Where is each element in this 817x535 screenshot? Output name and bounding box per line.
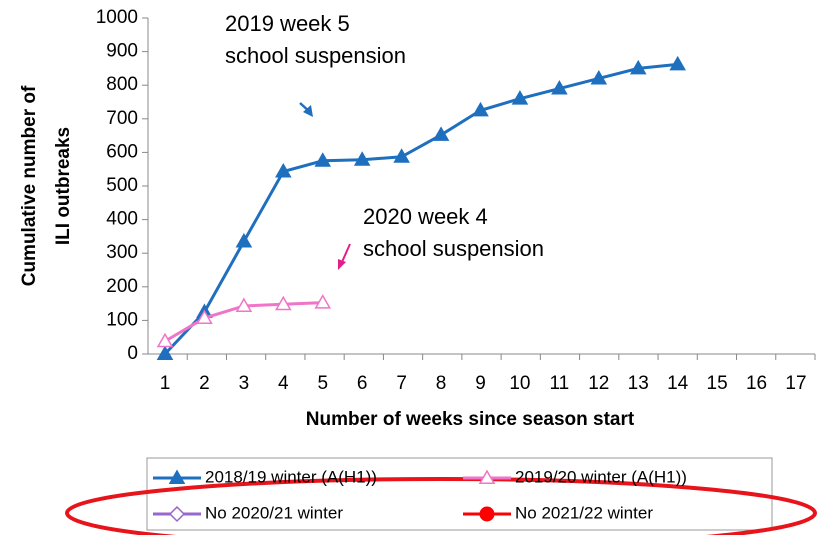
- legend-box: [146, 457, 773, 531]
- x-tick-label: 3: [239, 373, 250, 394]
- x-tick-label: 8: [436, 373, 447, 394]
- data-point: [511, 90, 529, 105]
- data-point: [551, 80, 568, 95]
- data-point: [275, 163, 292, 178]
- x-tick-label: 2: [199, 373, 210, 394]
- data-point: [393, 148, 410, 163]
- data-point: [629, 59, 647, 75]
- data-point: [314, 294, 332, 309]
- data-point: [235, 297, 253, 312]
- data-point: [235, 232, 253, 248]
- x-tick-label: 16: [746, 373, 767, 394]
- data-point: [472, 101, 489, 117]
- legend-label: No 2021/22 winter: [515, 503, 653, 522]
- x-tick-label: 7: [396, 373, 407, 394]
- annotation: 2019 week 5: [225, 11, 350, 36]
- legend-marker: [479, 506, 495, 522]
- y-tick-label: 400: [106, 209, 138, 230]
- annotation-arrow-head: [338, 259, 346, 270]
- y-tick-label: 1000: [96, 7, 138, 28]
- y-tick-label: 600: [106, 141, 138, 162]
- annotation: 2020 week 4: [363, 204, 488, 229]
- x-tick-label: 15: [707, 373, 728, 394]
- y-axis-title: ILI outbreaks: [53, 127, 74, 245]
- x-axis-title: Number of weeks since season start: [306, 409, 635, 430]
- x-tick-label: 17: [785, 373, 806, 394]
- highlight-ellipse: [65, 477, 817, 535]
- x-tick-label: 5: [317, 373, 328, 394]
- y-axis-title: Cumulative number of: [19, 85, 40, 286]
- y-tick-label: 300: [106, 242, 138, 263]
- data-point: [590, 69, 608, 85]
- y-tick-label: 100: [106, 309, 138, 330]
- x-tick-label: 13: [628, 373, 649, 394]
- x-tick-label: 6: [357, 373, 368, 394]
- x-tick-label: 11: [550, 373, 570, 394]
- x-tick-label: 10: [509, 373, 530, 394]
- legend-marker: [478, 469, 496, 484]
- data-point: [156, 332, 174, 348]
- x-tick-label: 4: [278, 373, 289, 394]
- annotation: school suspension: [225, 43, 406, 68]
- legend-marker: [168, 469, 186, 484]
- y-tick-label: 900: [106, 41, 138, 62]
- y-tick-label: 200: [106, 276, 138, 297]
- legend-label: No 2020/21 winter: [205, 503, 343, 522]
- annotation-arrow: [341, 243, 351, 263]
- data-point: [353, 151, 371, 166]
- annotation: school suspension: [363, 236, 544, 261]
- y-tick-label: 0: [127, 343, 138, 364]
- legend-marker: [168, 505, 186, 523]
- data-point: [196, 309, 213, 325]
- legend-label: 2018/19 winter (A(H1)): [205, 467, 377, 486]
- legend: 2018/19 winter (A(H1)) 2019/20 winter (A(…: [153, 467, 687, 522]
- x-tick-label: 12: [588, 373, 609, 394]
- legend-label: 2019/20 winter (A(H1)): [515, 467, 687, 486]
- y-tick-label: 500: [106, 175, 138, 196]
- y-tick-label: 700: [106, 108, 138, 129]
- x-tick-label: 14: [667, 373, 689, 394]
- series-line: [163, 62, 678, 356]
- data-point: [314, 152, 332, 167]
- data-point: [432, 126, 450, 141]
- data-point: [156, 345, 174, 360]
- x-tick-label: 1: [160, 373, 171, 394]
- x-tick-label: 9: [475, 373, 486, 394]
- annotation-arrow-head: [303, 105, 313, 117]
- data-point: [669, 55, 686, 71]
- y-tick-label: 800: [106, 74, 138, 95]
- data-point: [275, 295, 292, 311]
